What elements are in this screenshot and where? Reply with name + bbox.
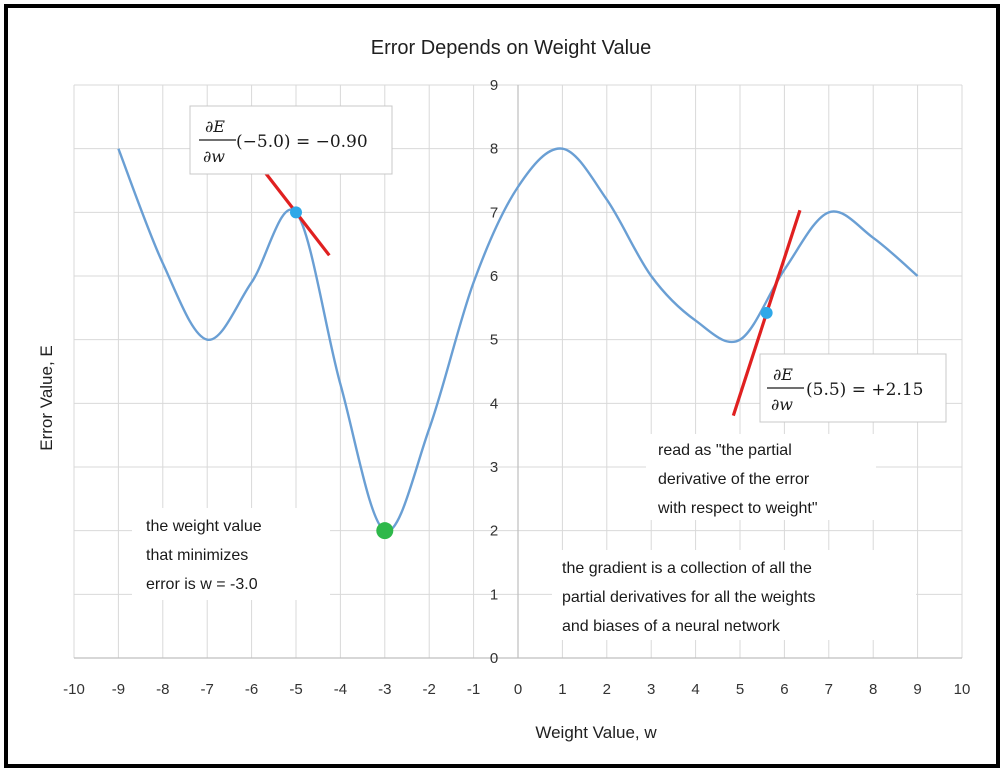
x-tick-label: -1 xyxy=(467,681,480,698)
y-tick-label: 7 xyxy=(490,204,498,221)
x-tick-label: 4 xyxy=(691,681,699,698)
x-tick-label: 0 xyxy=(514,681,522,698)
x-tick-label: -9 xyxy=(112,681,125,698)
y-axis-label: Error Value, E xyxy=(37,345,56,451)
axes xyxy=(74,85,962,659)
gradient-point xyxy=(290,206,302,219)
gradient-note-line-3: and biases of a neural network xyxy=(562,618,781,635)
y-tick-label: 8 xyxy=(490,141,498,158)
x-tick-label: 2 xyxy=(603,681,611,698)
highlight-layer xyxy=(261,168,802,540)
y-tick-label: 4 xyxy=(490,395,498,412)
y-tick-label: 6 xyxy=(490,268,498,285)
tick-labels: -10 -9 -8 -7 -6 -5 -4 -3 -2 -1 0 1 2 3 4 5 6 7 8 9 100123456… xyxy=(63,77,970,698)
minimizer-note-line-3: error is w = -3.0 xyxy=(146,576,258,593)
x-tick-label: -10 xyxy=(63,681,85,698)
y-tick-label: 9 xyxy=(490,77,498,94)
y-tick-label: 0 xyxy=(490,650,498,667)
read-as-note-line-2: derivative of the error xyxy=(658,471,810,488)
deriv-left-numerator: ∂E xyxy=(205,117,225,136)
x-tick-label: -8 xyxy=(156,681,169,698)
x-tick-label: -2 xyxy=(423,681,436,698)
gradient-note-line-1: the gradient is a collection of all the xyxy=(562,560,812,577)
minimizer-note-line-1: the weight value xyxy=(146,518,262,535)
read-as-note-line-3: with respect to weight" xyxy=(657,500,818,517)
y-tick-label: 3 xyxy=(490,459,498,476)
deriv-left-denominator: ∂w xyxy=(203,147,225,166)
x-tick-label: 7 xyxy=(825,681,833,698)
gradient-note-line-2: partial derivatives for all the weights xyxy=(562,589,815,606)
y-tick-label: 5 xyxy=(490,332,498,349)
x-tick-label: -6 xyxy=(245,681,258,698)
x-axis-label: Weight Value, w xyxy=(535,723,657,742)
chart-title: Error Depends on Weight Value xyxy=(371,37,652,59)
x-tick-label: -3 xyxy=(378,681,391,698)
derivative-annotation-right: ∂E ∂w (5.5) = +2.15 xyxy=(759,353,947,423)
x-tick-label: -4 xyxy=(334,681,347,698)
gradient-point xyxy=(760,306,773,319)
deriv-left-value: (−5.0) = −0.90 xyxy=(236,132,368,152)
error-curve xyxy=(117,147,919,533)
x-tick-label: 9 xyxy=(913,681,921,698)
series-layer xyxy=(117,147,919,533)
deriv-right-numerator: ∂E xyxy=(773,365,793,384)
x-tick-label: 10 xyxy=(954,681,971,698)
x-tick-label: 3 xyxy=(647,681,655,698)
y-tick-label: 2 xyxy=(490,523,498,540)
derivative-annotation-left: ∂E ∂w (−5.0) = −0.90 xyxy=(189,105,393,175)
x-tick-label: -7 xyxy=(201,681,214,698)
x-tick-label: -5 xyxy=(289,681,302,698)
x-tick-label: 1 xyxy=(558,681,566,698)
x-tick-label: 8 xyxy=(869,681,877,698)
minimum-point xyxy=(376,522,394,540)
gradient-note: the gradient is a collection of all the … xyxy=(552,550,916,640)
x-tick-label: 6 xyxy=(780,681,788,698)
x-tick-label: 5 xyxy=(736,681,744,698)
minimizer-note-line-2: that minimizes xyxy=(146,547,248,564)
minimizer-note: the weight value that minimizes error is… xyxy=(132,508,330,600)
deriv-right-denominator: ∂w xyxy=(771,395,793,414)
read-as-note: read as "the partial derivative of the e… xyxy=(646,434,876,520)
read-as-note-line-1: read as "the partial xyxy=(658,442,792,459)
deriv-right-value: (5.5) = +2.15 xyxy=(806,380,923,400)
y-tick-label: 1 xyxy=(490,586,498,603)
